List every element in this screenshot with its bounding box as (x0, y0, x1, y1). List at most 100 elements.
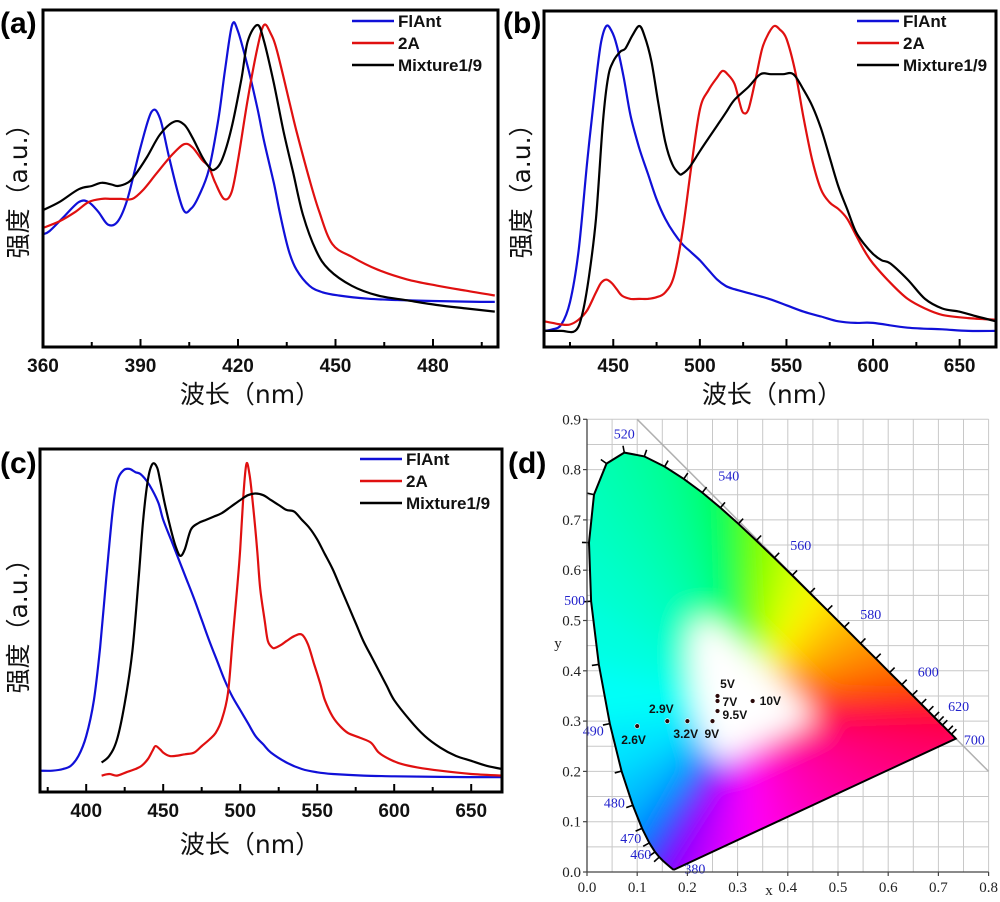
panel-d-x-tick-label: 0.1 (628, 880, 647, 896)
panel-d-wavelength-tick (901, 679, 908, 686)
panel-d-data-point (709, 718, 716, 724)
panel-d-y-axis-title: y (554, 636, 562, 652)
panel-d-wavelength-tick (600, 458, 607, 465)
panel-b-x-axis-title: 波长（nm） (702, 380, 842, 409)
panel-b-legend-label: 2A (903, 34, 925, 53)
panel-d-gamut-wedge (593, 452, 710, 620)
panel-d-point-label: 5V (720, 677, 735, 691)
panel-d-x-axis-title: x (765, 883, 773, 899)
panel-d-wavelength-tick (911, 689, 918, 696)
panel-d-wavelength-tick (859, 637, 866, 645)
panel-d-wavelength-tick (648, 851, 656, 857)
panel-c-legend: FlAnt 2A Mixture1/9 (360, 450, 490, 513)
panel-b-y-axis-title: 强度（a.u.） (507, 111, 536, 258)
panel-d-x-tick-label: 0.0 (578, 880, 597, 896)
panel-d-wavelength-tick (653, 856, 660, 863)
panel-a-x-axis-title: 波长（nm） (180, 380, 320, 409)
panel-d-wavelength-tick (586, 492, 595, 496)
panel-d-data-point (684, 718, 691, 724)
panel-d-y-tick-label: 0.2 (562, 764, 581, 780)
panel-b-legend-label: Mixture1/9 (903, 56, 987, 75)
panel-d-y-tick-label: 0.9 (562, 412, 581, 428)
panel-a-x-ticks: 360 390 420 450 480 (27, 339, 483, 377)
panel-b-label: (b) (503, 7, 541, 40)
panel-a-legend-label: Mixture1/9 (398, 56, 482, 75)
panel-d-data-point (714, 693, 721, 699)
panel-d-wavelength-tick (683, 472, 689, 480)
panel-c-legend-label: 2A (406, 472, 428, 491)
panel-d-y-tick-label: 0.7 (562, 513, 581, 529)
panel-c-series (39, 461, 503, 779)
panel-a-x-tick-label: 450 (320, 356, 352, 377)
panel-d-point-label: 9V (705, 727, 720, 741)
panel-b-legend-label: FlAnt (903, 12, 947, 31)
panel-d-data-point (714, 698, 721, 704)
panel-d-wavelength-tick (737, 518, 744, 525)
panel-d-y-tick-label: 0.4 (562, 664, 581, 680)
panel-b-series-2a-line (543, 24, 997, 327)
panel-d-wavelength-tick (933, 711, 940, 718)
panel-d-wavelength-tick (875, 653, 882, 660)
panel-d-gamut-wedge (589, 452, 692, 651)
panel-b-x-tick-label: 650 (944, 356, 976, 377)
panel-d-gamut-wedge (650, 761, 720, 870)
panel-d-gamut-wedge (808, 717, 956, 761)
panel-c-legend-label: Mixture1/9 (406, 494, 490, 513)
panel-a-series-mixture1-9-line (42, 23, 495, 313)
panel-d-y-tick-label: 0.6 (562, 563, 581, 579)
panel-d-y-tick-label: 0.1 (562, 815, 581, 831)
panel-d-wavelength-tick (826, 604, 833, 611)
panel-a-chart: (a) 360 390 420 450 480 FlAnt 2A Mixture1/9 波长… (0, 7, 500, 409)
panel-d-wavelength-tick (947, 725, 954, 732)
panel-d-wavelength-tick (701, 486, 708, 494)
panel-a-x-tick-label: 360 (27, 356, 59, 377)
panel-c-x-ticks: 400 450 500 550 600 650 (46, 784, 487, 822)
panel-d-wavelength-label: 500 (564, 594, 585, 609)
panel-d-data-point (714, 708, 721, 714)
panel-d-wavelength-tick (643, 449, 648, 457)
panel-d-locus-outline (587, 451, 958, 871)
panel-b-x-ticks: 450 500 550 600 650 (568, 339, 976, 377)
panel-a-series-flant-line (42, 21, 495, 303)
panel-b-series (543, 24, 997, 334)
panel-c-frame (38, 447, 504, 794)
panel-d-x-tick-label: 0.4 (778, 880, 797, 896)
panel-d-wavelength-tick (809, 587, 816, 594)
panel-b-series-flant-line (543, 24, 997, 333)
panel-d-wavelength-tick (591, 663, 599, 667)
panel-d-point-label: 2.6V (621, 733, 646, 747)
panel-d-x-tick-label: 0.5 (829, 880, 848, 896)
panel-d-x-tick-label: 0.2 (678, 880, 697, 896)
panel-d-gamut-wedge (589, 573, 694, 693)
panel-d-wavelength-tick (889, 667, 896, 674)
panel-d-gamut-wedge (589, 500, 692, 671)
panel-d-wavelength-label: 460 (630, 848, 651, 863)
panel-c-x-tick-label: 500 (224, 801, 256, 822)
panel-d-wavelength-tick (927, 705, 934, 712)
panel-d-wavelength-tick (938, 715, 945, 723)
panel-d-wavelength-tick (663, 460, 669, 468)
panel-c-y-axis-title: 强度（a.u.） (4, 546, 33, 693)
panel-d-point-label: 9.5V (723, 708, 748, 722)
panel-d-wavelength-tick (622, 445, 626, 453)
panel-b-x-tick-label: 450 (597, 356, 629, 377)
panel-a-series-2a-line (42, 23, 495, 297)
panel-d-data-point (664, 718, 671, 724)
panel-d-wavelength-label: 480 (604, 796, 625, 811)
panel-d-wavelength-tick (920, 698, 927, 705)
panel-d-point-label: 10V (760, 694, 781, 708)
panel-c-chart: (c) 400 450 500 550 600 650 FlAnt 2A Mixture1/9… (0, 447, 504, 859)
panel-b-x-tick-label: 600 (857, 356, 889, 377)
panel-a-legend: FlAnt 2A Mixture1/9 (352, 12, 482, 75)
panel-c-x-tick-label: 450 (147, 801, 179, 822)
panel-d-axes: 0.0 0.1 0.2 0.3 0.4 0.5 0.6 0.7 0.8 0.0 0.1 0.2 0.3 0… (562, 412, 998, 896)
panel-d-point-label: 3.2V (673, 727, 698, 741)
panel-d-x-tick-label: 0.3 (728, 880, 747, 896)
panel-c-series-mixture1-9-line (100, 462, 503, 771)
panel-d-point-label: 2.9V (649, 702, 674, 716)
panel-d-wavelength-label: 540 (718, 470, 739, 485)
panel-c-x-tick-label: 650 (455, 801, 487, 822)
panel-a-legend-label: 2A (398, 34, 420, 53)
